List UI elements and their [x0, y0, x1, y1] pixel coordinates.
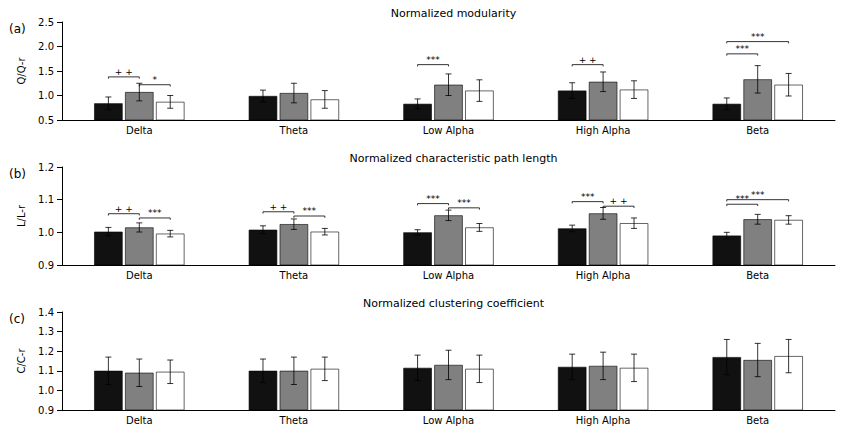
svg-text:Beta: Beta	[746, 270, 769, 281]
svg-text:Low Alpha: Low Alpha	[423, 125, 474, 136]
svg-text:+ +: + +	[610, 196, 628, 206]
svg-text:+ +: + +	[115, 204, 133, 214]
svg-text:1.2: 1.2	[38, 162, 54, 173]
svg-text:1.2: 1.2	[38, 346, 54, 357]
svg-text:Normalized characteristic path: Normalized characteristic path length	[350, 152, 558, 165]
svg-text:Beta: Beta	[746, 125, 769, 136]
svg-text:***: ***	[303, 206, 317, 216]
svg-text:***: ***	[426, 55, 440, 65]
svg-text:(b): (b)	[9, 167, 26, 181]
svg-text:Normalized modularity: Normalized modularity	[391, 7, 517, 20]
svg-text:High Alpha: High Alpha	[576, 415, 631, 426]
svg-text:***: ***	[735, 44, 749, 54]
svg-text:1.3: 1.3	[38, 326, 54, 337]
svg-text:2.5: 2.5	[38, 17, 54, 28]
svg-text:***: ***	[426, 194, 440, 204]
svg-text:L/L-r: L/L-r	[16, 204, 27, 227]
svg-text:C/C-r: C/C-r	[16, 348, 27, 374]
svg-text:1.5: 1.5	[38, 66, 54, 77]
svg-text:1.4: 1.4	[38, 307, 54, 318]
svg-text:Low Alpha: Low Alpha	[423, 415, 474, 426]
svg-text:Beta: Beta	[746, 415, 769, 426]
svg-text:*: *	[153, 75, 158, 85]
svg-text:Normalized clustering coeffici: Normalized clustering coefficient	[363, 297, 545, 310]
svg-text:+ +: + +	[579, 55, 597, 65]
svg-text:1.0: 1.0	[38, 227, 54, 238]
svg-text:High Alpha: High Alpha	[576, 270, 631, 281]
svg-text:1.1: 1.1	[38, 365, 54, 376]
svg-text:1.1: 1.1	[38, 194, 54, 205]
svg-text:***: ***	[457, 198, 471, 208]
svg-text:(a): (a)	[9, 22, 26, 36]
svg-text:***: ***	[581, 192, 595, 202]
svg-text:Delta: Delta	[126, 125, 153, 136]
svg-text:***: ***	[735, 194, 749, 204]
svg-text:Delta: Delta	[126, 415, 153, 426]
svg-text:Theta: Theta	[279, 415, 309, 426]
svg-text:0.9: 0.9	[38, 405, 54, 416]
svg-text:1.0: 1.0	[38, 385, 54, 396]
svg-text:High Alpha: High Alpha	[576, 125, 631, 136]
svg-text:(c): (c)	[9, 312, 25, 326]
svg-text:+ +: + +	[269, 202, 287, 212]
svg-text:Low Alpha: Low Alpha	[423, 270, 474, 281]
svg-text:Q/Q-r: Q/Q-r	[16, 57, 27, 85]
svg-text:0.5: 0.5	[38, 115, 54, 126]
svg-text:+ +: + +	[115, 67, 133, 77]
svg-text:***: ***	[148, 208, 162, 218]
svg-text:***: ***	[751, 190, 765, 200]
svg-text:Theta: Theta	[279, 270, 309, 281]
svg-text:Theta: Theta	[279, 125, 309, 136]
svg-text:***: ***	[751, 32, 765, 42]
svg-text:2.0: 2.0	[38, 41, 54, 52]
svg-text:1.0: 1.0	[38, 90, 54, 101]
svg-text:Delta: Delta	[126, 270, 153, 281]
svg-text:0.9: 0.9	[38, 260, 54, 271]
